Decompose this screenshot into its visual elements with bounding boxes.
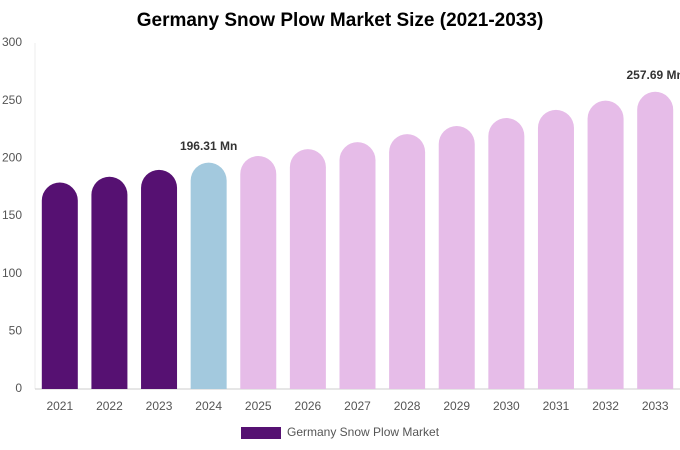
x-tick-label: 2027 <box>344 399 371 413</box>
bar <box>637 91 674 389</box>
x-tick-label: 2028 <box>394 399 421 413</box>
y-tick-label: 150 <box>2 208 22 222</box>
x-tick-label: 2032 <box>592 399 619 413</box>
y-tick-label: 250 <box>2 93 22 107</box>
bar <box>438 126 475 390</box>
legend-label: Germany Snow Plow Market <box>287 425 440 439</box>
x-tick-label: 2021 <box>46 399 73 413</box>
bar <box>587 100 624 389</box>
bar <box>91 176 128 389</box>
x-tick-label: 2033 <box>642 399 669 413</box>
bar <box>289 149 326 389</box>
bar <box>339 142 376 389</box>
y-tick-label: 200 <box>2 151 22 165</box>
x-tick-label: 2029 <box>443 399 470 413</box>
x-tick-label: 2023 <box>146 399 173 413</box>
value-label: 257.69 Mn <box>627 68 680 82</box>
x-tick-label: 2025 <box>245 399 272 413</box>
value-label: 196.31 Mn <box>180 139 237 153</box>
y-tick-label: 100 <box>2 266 22 280</box>
bar <box>488 117 525 389</box>
bar <box>190 162 227 389</box>
bar <box>141 169 178 389</box>
x-tick-label: 2026 <box>295 399 322 413</box>
x-tick-label: 2031 <box>543 399 570 413</box>
legend-swatch <box>241 427 281 439</box>
y-tick-label: 300 <box>2 35 22 49</box>
bar <box>537 109 574 389</box>
x-tick-label: 2030 <box>493 399 520 413</box>
bar <box>240 156 277 389</box>
x-tick-label: 2022 <box>96 399 123 413</box>
y-tick-label: 50 <box>9 324 23 338</box>
bar <box>41 182 78 389</box>
bar <box>389 134 426 389</box>
y-tick-label: 0 <box>15 381 22 395</box>
chart-title: Germany Snow Plow Market Size (2021-2033… <box>137 10 544 31</box>
x-tick-label: 2024 <box>195 399 222 413</box>
